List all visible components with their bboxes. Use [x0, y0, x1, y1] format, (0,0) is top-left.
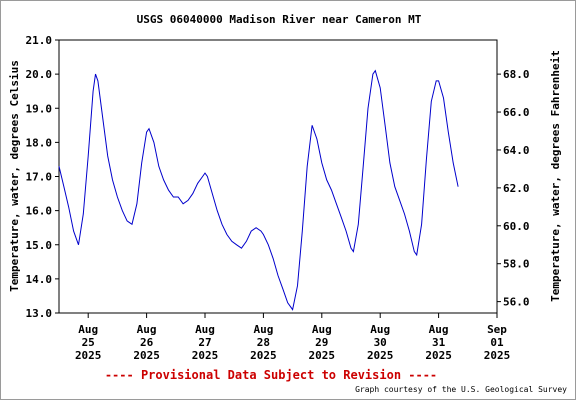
left-y-tick-label: 18.0 — [26, 136, 53, 149]
y-axis-label-celsius: Temperature, water, degrees Celsius — [8, 60, 21, 292]
x-tick-day: 29 — [315, 336, 328, 349]
provisional-data-notice: ---- Provisional Data Subject to Revisio… — [105, 368, 437, 382]
x-tick-month: Aug — [253, 323, 273, 336]
x-axis: Aug252025Aug262025Aug272025Aug282025Aug2… — [75, 313, 510, 362]
x-tick-day: 30 — [374, 336, 387, 349]
water-temperature-series-line — [58, 69, 459, 311]
x-tick-month: Aug — [137, 323, 157, 336]
left-y-axis: 13.0 14.0 15.0 16.0 17.0 18.0 19.0 20.0 21.0 — [26, 34, 59, 320]
left-y-tick-label: 19.0 — [26, 102, 53, 115]
x-tick-year: 2025 — [309, 349, 336, 362]
left-y-tick-label: 14.0 — [26, 273, 53, 286]
x-tick-day: 27 — [198, 336, 211, 349]
left-y-tick-label: 21.0 — [26, 34, 53, 47]
x-tick-month: Aug — [195, 323, 215, 336]
left-y-tick-label: 16.0 — [26, 205, 53, 218]
x-tick-year: 2025 — [367, 349, 394, 362]
left-y-tick-label: 13.0 — [26, 307, 53, 320]
x-tick-month: Aug — [78, 323, 98, 336]
right-y-tick-label: 64.0 — [503, 144, 530, 157]
x-tick-year: 2025 — [484, 349, 511, 362]
right-y-tick-label: 60.0 — [503, 220, 530, 233]
chart-title: USGS 06040000 Madison River near Cameron… — [137, 13, 422, 26]
usgs-credit: Graph courtesy of the U.S. Geological Su… — [355, 385, 567, 394]
x-tick-day: 25 — [82, 336, 95, 349]
x-tick-year: 2025 — [192, 349, 219, 362]
x-tick-day: 31 — [432, 336, 446, 349]
x-tick-year: 2025 — [250, 349, 277, 362]
right-y-tick-label: 62.0 — [503, 182, 530, 195]
right-y-tick-label: 56.0 — [503, 296, 530, 309]
x-tick-day: 26 — [140, 336, 154, 349]
right-y-tick-label: 68.0 — [503, 68, 530, 81]
right-y-tick-label: 58.0 — [503, 258, 530, 271]
x-tick-day: 28 — [257, 336, 270, 349]
x-tick-day: 01 — [490, 336, 504, 349]
x-tick-year: 2025 — [133, 349, 160, 362]
right-y-tick-label: 66.0 — [503, 106, 530, 119]
left-y-tick-label: 15.0 — [26, 239, 53, 252]
x-tick-year: 2025 — [425, 349, 452, 362]
x-tick-month: Aug — [429, 323, 449, 336]
plot-area — [58, 39, 498, 314]
left-y-tick-label: 20.0 — [26, 68, 53, 81]
x-tick-year: 2025 — [75, 349, 102, 362]
right-y-axis: 56.0 58.0 60.0 62.0 64.0 66.0 68.0 — [497, 68, 530, 309]
left-y-tick-label: 17.0 — [26, 171, 53, 184]
x-tick-month: Aug — [312, 323, 332, 336]
x-tick-month: Aug — [370, 323, 390, 336]
x-tick-month: Sep — [487, 323, 507, 336]
y-axis-label-fahrenheit: Temperature, water, degrees Fahrenheit — [549, 50, 562, 302]
